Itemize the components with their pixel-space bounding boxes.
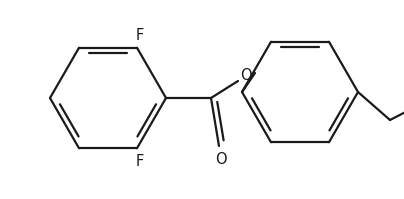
Text: O: O (215, 151, 227, 167)
Text: O: O (240, 68, 252, 84)
Text: F: F (136, 154, 144, 169)
Text: F: F (136, 28, 144, 43)
